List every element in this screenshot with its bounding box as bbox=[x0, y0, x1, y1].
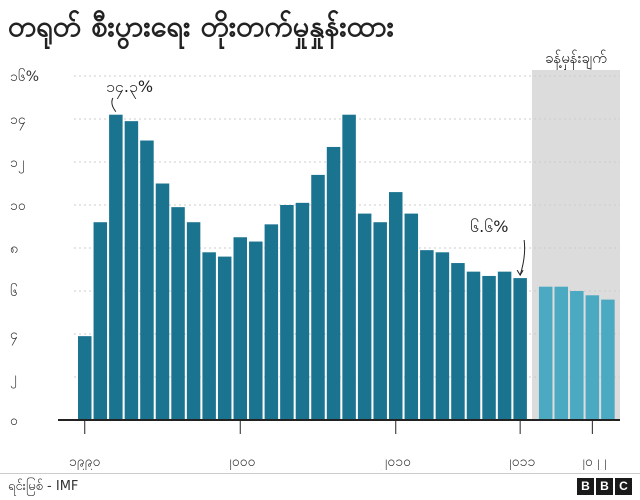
growth-bar bbox=[171, 207, 185, 420]
growth-bar bbox=[404, 213, 419, 420]
x-tick-label: ၂၀၂၂ bbox=[578, 454, 607, 470]
growth-bar bbox=[389, 192, 403, 420]
growth-bar bbox=[466, 271, 481, 420]
y-tick-label: ၆ bbox=[10, 284, 18, 300]
source-credit: ရင်းမြစ် - IMF bbox=[8, 479, 79, 494]
annotation-latest-label: ၆.၆% bbox=[470, 217, 508, 236]
y-tick-label: ၈ bbox=[10, 241, 18, 257]
growth-bar bbox=[420, 250, 434, 420]
growth-bar bbox=[217, 256, 232, 420]
growth-bar bbox=[155, 183, 170, 420]
growth-bar bbox=[264, 224, 279, 420]
growth-bar bbox=[233, 237, 247, 420]
y-tick-label: ၄ bbox=[10, 327, 18, 345]
y-tick-label: ၂ bbox=[10, 370, 17, 388]
annotation-peak-label: ၁၄.၃% bbox=[106, 77, 153, 99]
forecast-label: ခန့်မှန်းချက် bbox=[545, 49, 607, 70]
growth-bar bbox=[140, 140, 154, 420]
growth-bar bbox=[342, 114, 356, 420]
growth-bar bbox=[295, 202, 310, 420]
x-tick-label: ၂၀၁၁ bbox=[505, 454, 536, 470]
growth-bar bbox=[357, 213, 372, 420]
bbc-logo-letter: B bbox=[596, 478, 613, 495]
growth-bar bbox=[373, 222, 387, 420]
forecast-bar bbox=[585, 295, 600, 420]
growth-bar bbox=[513, 278, 527, 420]
y-tick-label: ၁၄ bbox=[10, 112, 26, 130]
growth-bar bbox=[326, 146, 341, 420]
y-tick-label: ၁၀ bbox=[10, 198, 26, 214]
growth-bar bbox=[482, 275, 496, 420]
growth-bar bbox=[451, 263, 465, 420]
growth-bar bbox=[311, 174, 325, 420]
growth-bar bbox=[497, 271, 512, 420]
footer: ရင်းမြစ် - IMF B B C bbox=[0, 473, 640, 500]
forecast-bar bbox=[570, 291, 584, 420]
growth-bar bbox=[202, 252, 216, 420]
growth-bar bbox=[186, 222, 201, 420]
y-tick-label: ၁၂ bbox=[10, 155, 25, 173]
forecast-bar bbox=[601, 299, 615, 420]
y-tick-label: ၁၆% bbox=[10, 69, 39, 85]
bbc-logo-letter: B bbox=[577, 478, 594, 495]
growth-bar bbox=[109, 114, 123, 420]
annotation-peak-pointer bbox=[111, 97, 117, 113]
growth-bar bbox=[93, 222, 108, 420]
x-tick-label: ၂၀၁၀ bbox=[380, 454, 411, 470]
y-tick-label: ၀ bbox=[10, 413, 18, 429]
bbc-logo-letter: C bbox=[615, 478, 632, 495]
annotation-latest-arrowhead bbox=[516, 269, 524, 277]
forecast-bar bbox=[538, 286, 553, 420]
growth-bar bbox=[280, 205, 294, 420]
forecast-bar bbox=[554, 286, 568, 420]
growth-bar bbox=[78, 336, 92, 420]
x-tick-label: ၂၀၀၀ bbox=[225, 454, 256, 470]
growth-bar bbox=[124, 121, 139, 421]
chart-title: တရုတ် စီးပွားရေး တိုးတက်မှုနှုန်းထား bbox=[8, 9, 395, 43]
growth-bar bbox=[249, 241, 263, 420]
x-tick-label: ၁၉၉၀ bbox=[69, 454, 101, 470]
growth-chart: ခန့်မှန်းချက်၀ ၂ ၄ ၆ ၈ ၁၀ ၁၂ ၁၄ ၁၆% ၁၉၉၀ ၂၀၀၀ ၂၀၁၀ ၂… bbox=[10, 49, 620, 470]
bbc-logo: B B C bbox=[577, 478, 632, 495]
growth-bar bbox=[435, 252, 450, 420]
annotation-latest-pointer bbox=[519, 239, 526, 276]
